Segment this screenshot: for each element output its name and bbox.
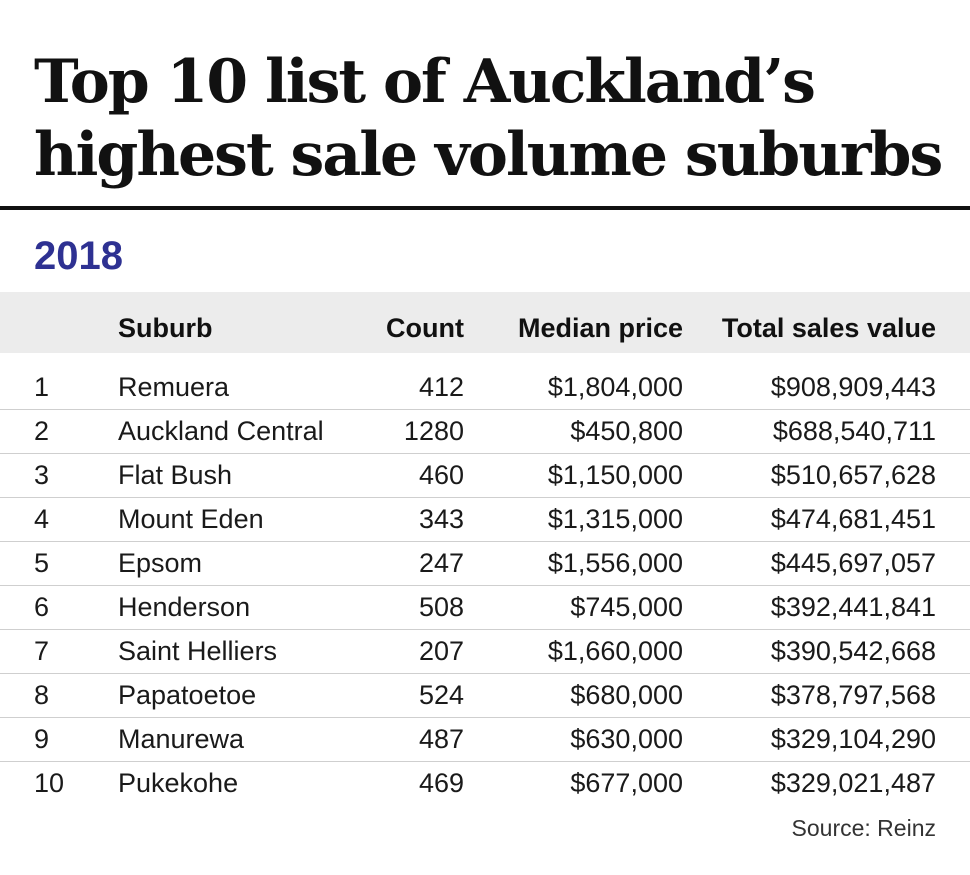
table-cell-rank: 10: [34, 768, 65, 798]
table-cell-count: 460: [418, 460, 464, 490]
table-cell-suburb: Saint Helliers: [118, 636, 278, 666]
table-cell-count: 207: [418, 636, 464, 666]
table-row: 2 Auckland Central 1280 $450,800 $688,540,71…: [0, 410, 970, 454]
year-label: 2018: [34, 234, 123, 278]
table-cell-suburb: Auckland Central: [118, 416, 324, 446]
source-note: Source: Reinz: [791, 815, 936, 841]
table-cell-count: 343: [418, 504, 464, 534]
column-header-total-sales-value: Total sales value: [721, 313, 936, 343]
table-cell-count: 487: [418, 724, 464, 754]
sales-table: Suburb Count Median price Total sales va…: [0, 292, 970, 805]
table-header-row: Suburb Count Median price Total sales va…: [0, 292, 970, 353]
table-cell-count: 412: [418, 372, 464, 402]
title-line-1: Top 10 list of Auckland’s: [34, 47, 816, 117]
table-cell-median-price: $1,556,000: [547, 548, 683, 578]
table-cell-rank: 4: [34, 504, 50, 534]
table-cell-suburb: Manurewa: [118, 724, 245, 754]
table-cell-median-price: $1,150,000: [547, 460, 683, 490]
table-cell-suburb: Mount Eden: [118, 504, 264, 534]
table-cell-total-sales-value: $688,540,711: [772, 416, 936, 446]
table-cell-total-sales-value: $390,542,668: [770, 636, 936, 666]
table-row: 4 Mount Eden 343 $1,315,000 $474,681,451: [0, 498, 970, 542]
table-cell-rank: 5: [34, 548, 50, 578]
table-cell-median-price: $677,000: [570, 768, 683, 798]
table-row: 7 Saint Helliers 207 $1,660,000 $390,542,668: [0, 630, 970, 674]
table-cell-rank: 6: [34, 592, 50, 622]
table-cell-rank: 9: [34, 724, 50, 754]
table-cell-median-price: $450,800: [570, 416, 683, 446]
table-row: 8 Papatoetoe 524 $680,000 $378,797,568: [0, 674, 970, 718]
title-line-2: highest sale volume suburbs: [34, 120, 943, 190]
table-cell-median-price: $1,804,000: [547, 372, 683, 402]
table-cell-rank: 2: [34, 416, 50, 446]
table-row: 3 Flat Bush 460 $1,150,000 $510,657,628: [0, 454, 970, 498]
table-cell-total-sales-value: $378,797,568: [770, 680, 936, 710]
table-cell-total-sales-value: $445,697,057: [770, 548, 936, 578]
table-cell-total-sales-value: $908,909,443: [770, 372, 936, 402]
table-cell-suburb: Papatoetoe: [118, 680, 257, 710]
table-row: 5 Epsom 247 $1,556,000 $445,697,057: [0, 542, 970, 586]
table-cell-rank: 3: [34, 460, 50, 490]
table-row: 6 Henderson 508 $745,000 $392,441,841: [0, 586, 970, 630]
table-cell-suburb: Remuera: [118, 372, 230, 402]
table-cell-total-sales-value: $510,657,628: [770, 460, 936, 490]
table-cell-rank: 7: [34, 636, 50, 666]
table-cell-suburb: Flat Bush: [118, 460, 233, 490]
table-cell-suburb: Pukekohe: [118, 768, 239, 798]
table-cell-total-sales-value: $329,021,487: [770, 768, 936, 798]
table-cell-count: 508: [418, 592, 464, 622]
table-cell-count: 469: [418, 768, 464, 798]
table-row: 1 Remuera 412 $1,804,000 $908,909,443: [0, 366, 970, 410]
table-row: 10 Pukekohe 469 $677,000 $329,021,487: [0, 762, 970, 805]
column-header-count: Count: [386, 313, 464, 343]
table-row: 9 Manurewa 487 $630,000 $329,104,290: [0, 718, 970, 762]
chart-title: Top 10 list of Auckland’s highest sale v…: [34, 46, 954, 192]
table-cell-count: 247: [418, 548, 464, 578]
table-cell-total-sales-value: $392,441,841: [770, 592, 936, 622]
table-cell-count: 1280: [403, 416, 464, 446]
table-cell-median-price: $1,660,000: [547, 636, 683, 666]
table-cell-median-price: $680,000: [570, 680, 683, 710]
table-cell-median-price: $1,315,000: [547, 504, 683, 534]
table-cell-rank: 8: [34, 680, 50, 710]
table-cell-total-sales-value: $329,104,290: [770, 724, 936, 754]
table-cell-rank: 1: [34, 372, 50, 402]
table-body: 1 Remuera 412 $1,804,000 $908,909,443 2 Auckla…: [0, 366, 970, 805]
column-header-median-price: Median price: [517, 313, 683, 343]
table-cell-suburb: Epsom: [118, 548, 203, 578]
table-cell-suburb: Henderson: [118, 592, 251, 622]
title-divider: [0, 206, 970, 210]
table-cell-median-price: $630,000: [570, 724, 683, 754]
column-header-suburb: Suburb: [118, 313, 213, 343]
table-cell-median-price: $745,000: [570, 592, 683, 622]
table-cell-total-sales-value: $474,681,451: [770, 504, 936, 534]
table-cell-count: 524: [418, 680, 464, 710]
